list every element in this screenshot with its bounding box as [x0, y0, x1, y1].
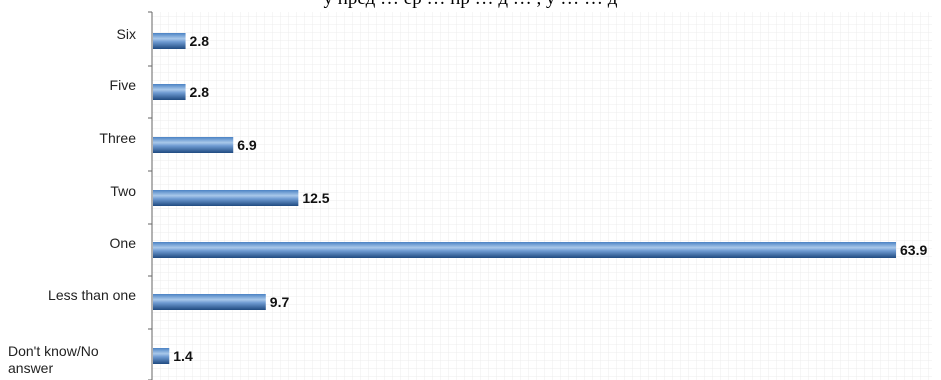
bar-three [153, 137, 234, 153]
value-label: 12.5 [302, 190, 329, 206]
bar-don-t-know-no-answer [153, 348, 170, 364]
value-label: 2.8 [190, 84, 210, 100]
bar-less-than-one [153, 294, 266, 310]
category-label: Don't know/No answer [8, 343, 99, 376]
bar-one [153, 242, 896, 258]
value-label: 9.7 [270, 294, 290, 310]
value-label: 1.4 [173, 348, 193, 364]
bar-two [153, 190, 299, 206]
category-label: Three [99, 130, 136, 146]
category-label: Six [117, 26, 136, 42]
bar-six [153, 33, 186, 49]
value-label: 2.8 [190, 33, 210, 49]
cropped-header-text: у пред … ер … пр … д … , у … … д [0, 0, 941, 8]
category-label: One [110, 235, 137, 251]
value-label: 63.9 [900, 242, 927, 258]
category-label: Two [110, 183, 136, 199]
category-label: Five [110, 77, 137, 93]
bar-five [153, 84, 186, 100]
category-label: Less than one [48, 287, 136, 303]
value-label: 6.9 [237, 137, 257, 153]
